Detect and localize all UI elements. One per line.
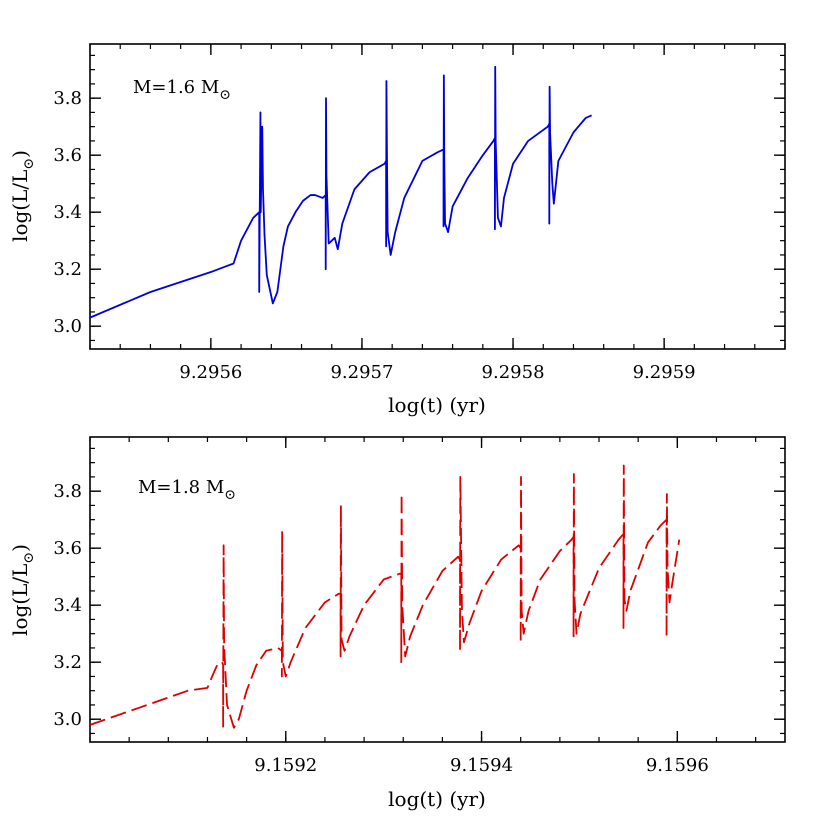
sun-symbol: ⊙ <box>21 158 37 170</box>
x-axis-title: log(t) (yr) <box>388 393 486 417</box>
y-axis-title: log(L/L⊙) <box>8 544 37 636</box>
series-line <box>89 65 592 319</box>
mass-annotation: M=1.8 M⊙ <box>138 477 236 503</box>
axis-ticks: 9.2956 9.2957 9.2958 9.2959 3.0 3.2 3.4 3.6 3.8 <box>53 44 786 383</box>
y-tick-label: 3.6 <box>53 538 82 559</box>
x-tick-label: 9.1592 <box>254 755 317 776</box>
y-tick-label: 3.2 <box>53 652 82 673</box>
x-tick-label: 9.1594 <box>450 755 513 776</box>
sun-symbol: ⊙ <box>219 87 231 103</box>
y-tick-label: 3.6 <box>53 145 82 166</box>
series-line <box>89 464 681 729</box>
y-axis-title: log(L/L⊙) <box>8 150 37 242</box>
series-group <box>89 65 592 319</box>
sun-symbol: ⊙ <box>224 487 236 503</box>
y-tick-label: 3.4 <box>53 595 82 616</box>
series-group <box>89 464 681 729</box>
plot-frame <box>89 43 786 350</box>
y-tick-label: 3.8 <box>53 481 82 502</box>
y-tick-label: 3.0 <box>53 316 82 337</box>
sun-symbol: ⊙ <box>21 552 37 564</box>
y-tick-label: 3.4 <box>53 202 82 223</box>
x-tick-label: 9.2956 <box>179 362 242 383</box>
mass-annotation: M=1.6 M⊙ <box>133 77 231 103</box>
chart-panel-top: 9.2956 9.2957 9.2958 9.29593.03.23.43.63.8 … <box>8 43 786 417</box>
y-tick-label: 3.2 <box>53 259 82 280</box>
x-tick-label: 9.2958 <box>482 362 545 383</box>
x-tick-label: 9.2959 <box>633 362 696 383</box>
x-tick-label: 9.1596 <box>646 755 709 776</box>
x-tick-label: 9.2957 <box>330 362 393 383</box>
y-tick-label: 3.0 <box>53 709 82 730</box>
x-axis-title: log(t) (yr) <box>388 787 486 811</box>
axis-ticks: 9.1592 9.1594 9.1596 3.0 3.2 3.4 3.6 3.8 <box>53 437 785 776</box>
chart-panel-bottom: 9.1592 9.1594 9.1596 3.0 3.2 3.4 3.6 3.8 M=1.8 … <box>8 436 786 811</box>
plot-frame <box>89 436 786 743</box>
y-tick-label: 3.8 <box>53 88 82 109</box>
